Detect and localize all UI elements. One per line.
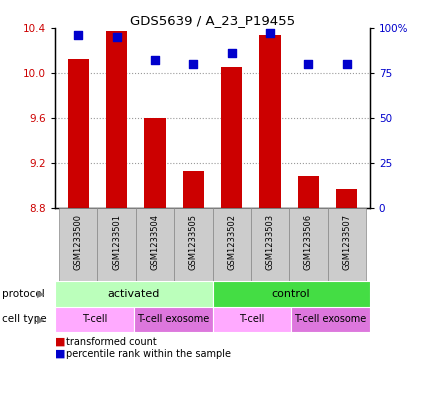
Bar [212, 307, 291, 332]
Point [75, 31, 82, 38]
Bar [174, 208, 212, 281]
Text: ■: ■ [55, 337, 66, 347]
Text: GSM1233503: GSM1233503 [266, 214, 275, 270]
Text: GSM1233504: GSM1233504 [150, 214, 159, 270]
Text: GSM1233506: GSM1233506 [304, 214, 313, 270]
Bar [68, 59, 89, 208]
Bar [59, 208, 97, 281]
Point [305, 61, 312, 67]
Text: percentile rank within the sample: percentile rank within the sample [66, 349, 231, 359]
Text: transformed count: transformed count [66, 337, 157, 347]
Bar [336, 189, 357, 208]
Bar [134, 307, 212, 332]
Bar [136, 208, 174, 281]
Text: GSM1233501: GSM1233501 [112, 214, 121, 270]
Text: T-cell exosome: T-cell exosome [294, 314, 366, 324]
Bar [55, 281, 212, 307]
Point [266, 30, 273, 36]
Bar [260, 35, 280, 208]
Bar [328, 208, 366, 281]
Bar [221, 67, 242, 208]
Text: T-cell exosome: T-cell exosome [137, 314, 209, 324]
Bar [298, 176, 319, 208]
Text: activated: activated [108, 289, 160, 299]
Point [152, 57, 159, 63]
Text: GSM1233507: GSM1233507 [342, 214, 351, 270]
Text: T-cell: T-cell [239, 314, 264, 324]
Text: ■: ■ [55, 349, 66, 359]
Bar [291, 307, 370, 332]
Point [343, 61, 350, 67]
Text: protocol: protocol [2, 289, 45, 299]
Bar [183, 171, 204, 208]
Text: cell type: cell type [2, 314, 47, 324]
Point [190, 61, 197, 67]
Text: T-cell: T-cell [82, 314, 107, 324]
Point [228, 50, 235, 56]
Bar [106, 31, 127, 208]
Text: ▶: ▶ [37, 314, 45, 324]
Text: ▶: ▶ [37, 289, 45, 299]
Bar [212, 281, 370, 307]
Bar [97, 208, 136, 281]
Point [113, 33, 120, 40]
Bar [251, 208, 289, 281]
Text: GSM1233505: GSM1233505 [189, 214, 198, 270]
Text: GDS5639 / A_23_P19455: GDS5639 / A_23_P19455 [130, 14, 295, 27]
Text: GSM1233500: GSM1233500 [74, 214, 83, 270]
Text: control: control [272, 289, 310, 299]
Text: GSM1233502: GSM1233502 [227, 214, 236, 270]
Bar [55, 307, 134, 332]
Bar [289, 208, 328, 281]
Bar [212, 208, 251, 281]
Bar [144, 118, 165, 208]
